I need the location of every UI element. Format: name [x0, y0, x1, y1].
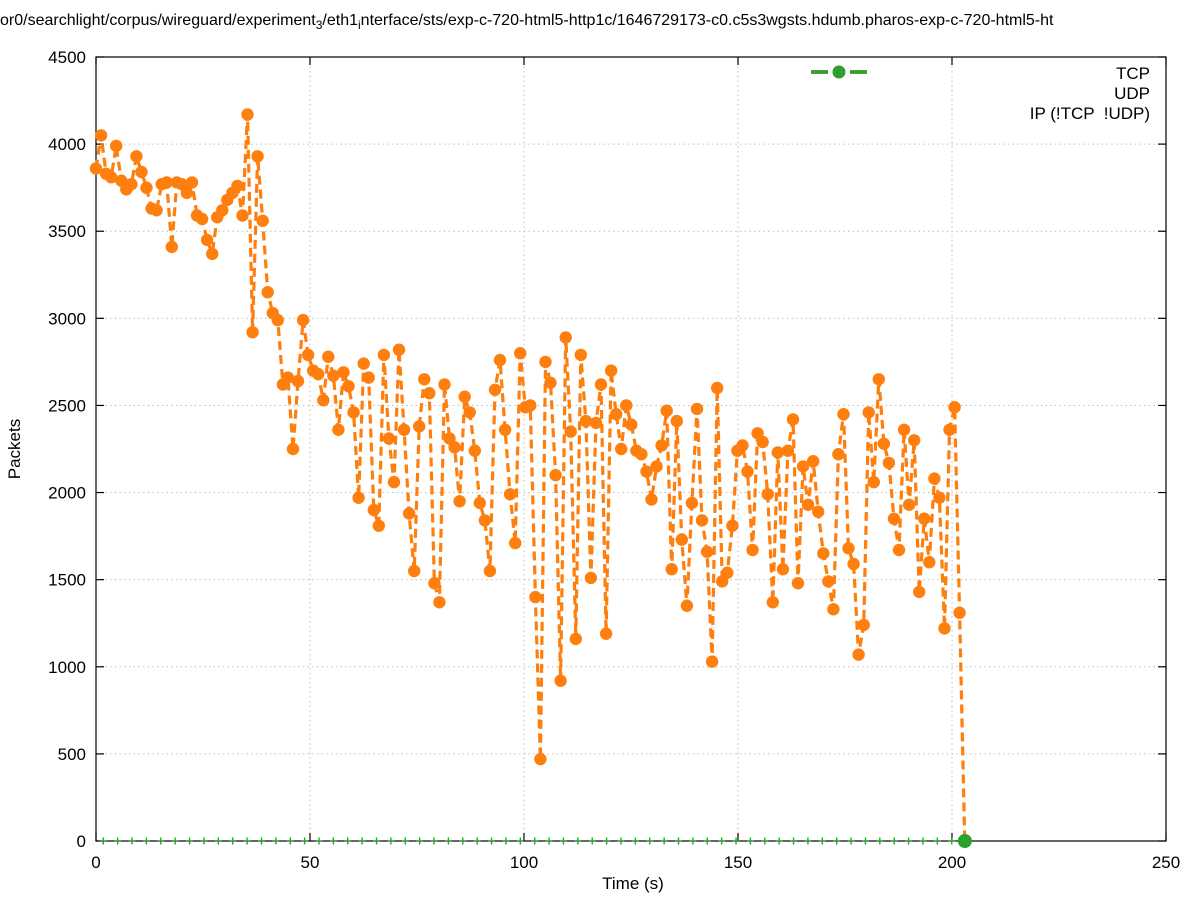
legend-row-udp: UDP [800, 65, 1150, 103]
ip-series [99, 834, 972, 848]
y-tick-label: 0 [77, 832, 86, 851]
legend-label: IP (!TCP !UDP) [1029, 103, 1150, 123]
title-part3: nterface/sts/exp-c-720-html5-http1c/1646… [360, 12, 1054, 29]
legend-label: TCP [1116, 63, 1150, 83]
y-tick-label: 3500 [48, 222, 86, 241]
y-tick-label: 2000 [48, 484, 86, 503]
title-subscript-i: i [358, 18, 361, 30]
tick-labels: 0 50 100 150 200 2500500100015002000250030003… [48, 48, 1180, 872]
ip-end-marker [957, 834, 972, 848]
x-tick-label: 250 [1152, 853, 1180, 872]
y-tick-label: 2500 [48, 396, 86, 415]
udp-series [89, 108, 971, 848]
y-tick-label: 1500 [48, 571, 86, 590]
legend-sample-ip [811, 65, 867, 79]
title-part2: /eth1 [322, 12, 358, 29]
y-tick-label: 4000 [48, 135, 86, 154]
y-tick-label: 3000 [48, 309, 86, 328]
title-part1: or0/searchlight/corpus/wireguard/experim… [0, 12, 316, 29]
x-tick-label: 150 [724, 853, 752, 872]
legend-label: UDP [1114, 83, 1150, 103]
y-tick-label: 1000 [48, 658, 86, 677]
x-tick-label: 100 [510, 853, 538, 872]
gridlines [96, 57, 1166, 841]
legend-row-ip-tcp-udp: IP (!TCP !UDP) [800, 65, 1150, 123]
x-axis-title: Time (s) [602, 874, 664, 893]
axis-ticks [95, 56, 1167, 842]
y-tick-label: 4500 [48, 48, 86, 67]
x-tick-label: 50 [301, 853, 320, 872]
x-tick-label: 200 [938, 853, 966, 872]
chart-title: or0/searchlight/corpus/wireguard/experim… [0, 12, 1197, 30]
plot-border [95, 56, 1167, 842]
x-tick-label: 0 [91, 853, 100, 872]
y-tick-label: 500 [58, 745, 86, 764]
title-subscript-3: 3 [315, 18, 323, 30]
legend: TCP UDP IP (!TCP !UDP) [800, 64, 1150, 123]
y-axis-title: Packets [5, 419, 24, 479]
